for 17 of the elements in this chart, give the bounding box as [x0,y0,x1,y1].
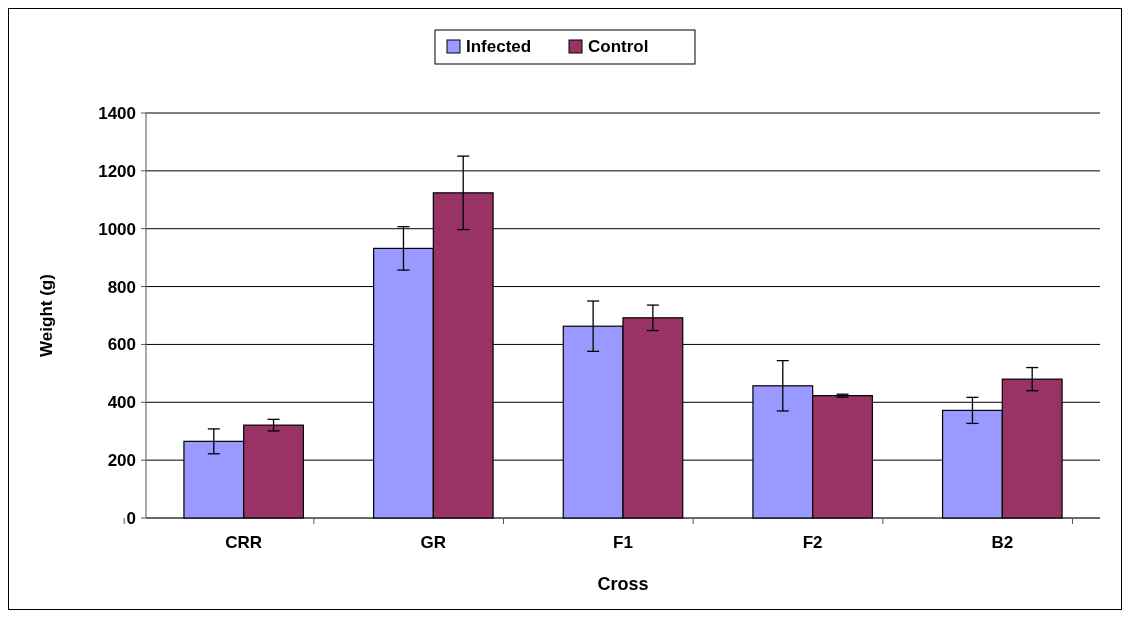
y-tick-label: 1000 [98,219,136,239]
y-tick-label: 0 [126,508,136,528]
y-tick-label: 1400 [98,103,136,123]
x-axis-title: Cross [597,574,649,594]
y-tick-label: 600 [107,335,136,355]
legend-label: Control [588,37,649,56]
x-tick-label: F1 [613,533,633,552]
y-tick-label: 400 [107,393,136,413]
y-axis-title: Weight (g) [37,274,56,357]
y-tick-label: 1200 [98,161,136,181]
x-tick-label: GR [420,533,447,552]
x-tick-label: B2 [991,533,1014,552]
legend-label: Infected [466,37,532,56]
y-tick-label: 800 [107,277,136,297]
y-tick-label: 200 [107,451,136,471]
x-tick-label: F2 [802,533,823,552]
x-tick-label: CRR [225,533,263,552]
